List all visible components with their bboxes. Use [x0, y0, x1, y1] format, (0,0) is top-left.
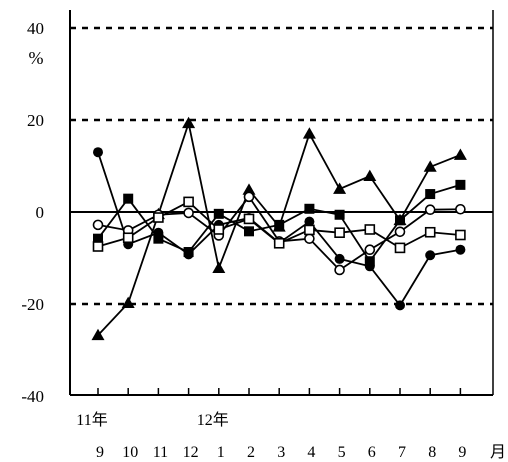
x-unit-label: 月	[490, 444, 506, 461]
y-tick-label: 0	[36, 203, 45, 222]
data-point	[243, 213, 255, 225]
data-point	[213, 208, 224, 219]
data-point	[93, 147, 103, 158]
x-month-label: 10	[122, 444, 138, 461]
data-point	[455, 203, 466, 215]
data-point	[273, 237, 285, 249]
y-tick-label: -40	[21, 387, 44, 406]
data-point	[424, 226, 436, 238]
data-point	[334, 209, 345, 220]
plot-frame	[69, 10, 494, 396]
data-point	[242, 183, 256, 195]
data-point	[304, 216, 315, 227]
data-point	[123, 193, 134, 204]
series-layer	[91, 116, 467, 341]
data-point	[92, 241, 104, 252]
x-month-label: 1	[217, 444, 225, 461]
data-point	[394, 242, 406, 254]
x-year-label: 12年	[197, 411, 229, 429]
data-point	[243, 191, 255, 203]
x-month-label: 5	[338, 444, 346, 461]
data-point	[425, 189, 436, 200]
data-point	[394, 226, 406, 238]
data-point	[93, 233, 103, 244]
y-unit-label: %	[29, 48, 44, 68]
data-point	[333, 182, 347, 194]
data-point	[363, 169, 377, 181]
data-point	[212, 261, 226, 273]
data-point	[183, 207, 194, 219]
x-month-label: 7	[398, 444, 406, 461]
data-point	[304, 224, 315, 236]
data-point	[304, 203, 315, 214]
data-point	[153, 233, 164, 244]
data-point	[455, 179, 466, 190]
x-year-label: 11年	[76, 411, 107, 429]
grid-lines	[70, 26, 493, 306]
data-point	[121, 296, 135, 308]
series-open-square	[92, 196, 466, 254]
data-point	[182, 116, 196, 129]
data-point	[455, 229, 466, 241]
data-point	[183, 196, 194, 208]
y-tick-label: 20	[27, 111, 44, 130]
x-month-label: 3	[277, 444, 285, 461]
data-point	[92, 219, 104, 231]
data-point	[334, 227, 345, 238]
data-point	[334, 253, 345, 264]
x-month-label: 4	[307, 444, 315, 461]
data-point	[423, 160, 437, 172]
y-axis-ticks: 40 20 0 -20 -40	[21, 19, 44, 406]
x-month-label: 9	[458, 444, 466, 461]
data-point	[364, 256, 375, 267]
x-month-label: 11	[153, 444, 168, 461]
x-month-label: 12	[183, 444, 199, 461]
data-point	[364, 224, 376, 235]
x-month-label: 9	[96, 444, 104, 461]
y-tick-label: 40	[27, 19, 44, 38]
data-point	[395, 215, 405, 226]
y-tick-label: -20	[21, 295, 44, 314]
data-point	[455, 244, 466, 255]
data-point	[453, 148, 467, 160]
data-point	[153, 212, 164, 223]
data-point	[122, 232, 134, 244]
x-month-label: 6	[368, 444, 376, 461]
x-month-label: 2	[247, 444, 255, 461]
data-point	[425, 250, 436, 261]
data-point	[244, 226, 254, 237]
series-filled-square	[93, 179, 466, 267]
data-point	[304, 233, 315, 244]
x-month-label: 8	[428, 444, 436, 461]
data-point	[213, 224, 225, 235]
data-point	[395, 300, 405, 311]
data-point	[302, 127, 316, 139]
data-point	[424, 204, 436, 215]
data-point	[91, 328, 105, 341]
data-point	[274, 219, 285, 230]
data-point	[364, 244, 376, 256]
data-point	[334, 264, 345, 276]
data-point	[183, 247, 194, 258]
